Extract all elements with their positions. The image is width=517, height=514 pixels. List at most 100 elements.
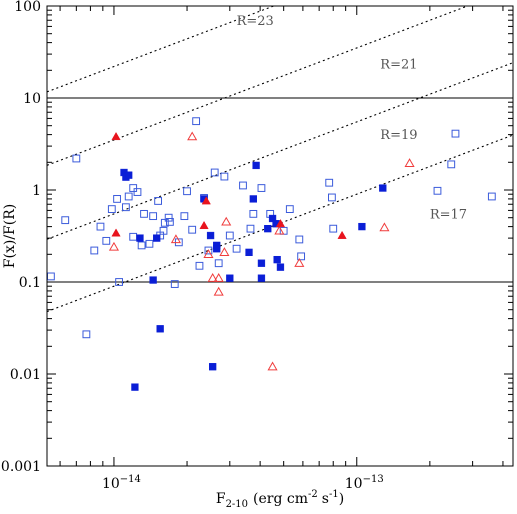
filled-square-point	[379, 184, 387, 192]
open-square-point	[328, 193, 336, 202]
y-tick-label-5: 100	[14, 0, 41, 15]
filled-triangle-point	[275, 219, 286, 228]
open-square-point	[249, 209, 258, 218]
open-square-point	[137, 241, 146, 250]
open-triangle-point	[379, 222, 390, 232]
open-square-point	[210, 168, 219, 177]
x-axis-label-tail: s	[322, 491, 329, 507]
open-square-point	[232, 244, 241, 253]
filled-square-point	[156, 325, 164, 333]
open-triangle-point	[213, 272, 224, 282]
open-triangle-point	[213, 286, 224, 296]
filled-triangle-point	[111, 228, 121, 237]
open-square-point	[154, 197, 163, 205]
open-square-point	[47, 272, 55, 281]
open-square-point	[72, 154, 81, 163]
open-triangle-point	[203, 249, 214, 258]
open-square-point	[447, 160, 456, 169]
open-square-point	[257, 184, 266, 192]
constant-r-label-3: R=17	[430, 208, 467, 223]
filled-triangle-point	[199, 220, 209, 230]
open-square-point	[133, 188, 142, 196]
open-triangle-point	[221, 216, 232, 226]
constant-r-label-1: R=21	[380, 57, 417, 72]
x-axis-label-exp2: -1	[329, 489, 339, 500]
open-square-point	[329, 224, 338, 233]
x-axis-label-main: F	[216, 491, 226, 507]
filled-square-point	[257, 274, 266, 282]
open-square-point	[124, 192, 133, 201]
y-axis-label: F(x)/F(R)	[2, 204, 18, 268]
filled-square-point	[213, 245, 221, 253]
open-square-point	[122, 203, 130, 212]
open-square-point	[180, 212, 189, 221]
x-axis-label-sub: 2-10	[226, 499, 248, 510]
open-square-point	[102, 236, 111, 245]
filled-triangle-point	[337, 230, 347, 239]
open-square-point	[96, 222, 105, 231]
open-square-point	[164, 213, 173, 222]
constant-r-label-2: R=19	[380, 128, 417, 143]
open-square-point	[159, 226, 168, 235]
open-square-point	[170, 280, 179, 288]
filled-square-point	[136, 234, 144, 242]
filled-square-point	[252, 161, 260, 170]
open-square-point	[204, 246, 213, 255]
open-square-point	[297, 252, 306, 261]
grid-layer: R=23 R=21 R=19 R=17	[46, 5, 514, 313]
filled-triangle-point	[111, 131, 121, 141]
filled-square-point	[125, 171, 133, 179]
x-axis-label: F2-10 (erg cm-2 s-1)	[216, 489, 344, 510]
open-triangle-point	[219, 247, 230, 257]
open-square-point	[433, 186, 442, 195]
open-triangle-point	[207, 272, 218, 282]
y-tick-label-3: 1	[32, 183, 41, 199]
open-triangle-point	[187, 131, 198, 141]
open-triangle-point	[170, 234, 181, 244]
open-square-point	[188, 225, 197, 234]
open-square-point	[214, 259, 223, 268]
open-square-point	[82, 330, 91, 339]
open-square-point	[225, 231, 234, 240]
x-axis-label-unit: (erg cm	[253, 491, 308, 507]
ticks-layer: 0.001 0.01 0.1 1 10 100 10−14 10−13	[1, 0, 513, 492]
open-square-point	[239, 181, 247, 190]
open-square-point	[129, 232, 138, 241]
open-square-point	[90, 246, 99, 255]
x-tick-label-0: 10−14	[102, 474, 141, 492]
open-triangle-point	[404, 158, 415, 167]
filled-square-point	[264, 225, 272, 233]
constant-r-line-3	[46, 134, 514, 313]
y-tick-label-2: 0.1	[19, 275, 41, 291]
filled-square-point	[273, 255, 281, 264]
open-square-point	[195, 261, 204, 270]
open-square-point	[113, 195, 121, 203]
open-square-point	[325, 178, 334, 187]
constant-r-label-0: R=23	[237, 14, 274, 29]
open-square-point	[451, 129, 460, 138]
open-square-point	[115, 278, 123, 286]
x-axis-label-exp: -2	[308, 489, 318, 500]
open-square-point	[129, 184, 138, 192]
open-square-point	[166, 218, 174, 226]
filled-square-point	[358, 222, 366, 231]
open-square-point	[140, 209, 148, 218]
open-triangle-point	[267, 361, 278, 371]
x-axis-label-close: )	[339, 491, 344, 507]
open-square-point	[107, 205, 116, 213]
filled-square-point	[245, 248, 253, 257]
open-square-point	[487, 192, 496, 201]
data-points-layer	[47, 117, 496, 391]
open-triangle-point	[108, 241, 120, 251]
filled-square-point	[249, 195, 257, 203]
open-square-point	[145, 239, 154, 248]
constant-r-line-2	[46, 62, 514, 240]
open-square-point	[183, 187, 191, 196]
open-square-point	[295, 235, 304, 244]
open-square-point	[149, 212, 158, 221]
x-tick-label-1: 10−13	[345, 474, 384, 492]
y-tick-label-0: 0.001	[1, 459, 41, 475]
open-square-point	[285, 205, 294, 213]
open-square-point	[192, 117, 201, 126]
